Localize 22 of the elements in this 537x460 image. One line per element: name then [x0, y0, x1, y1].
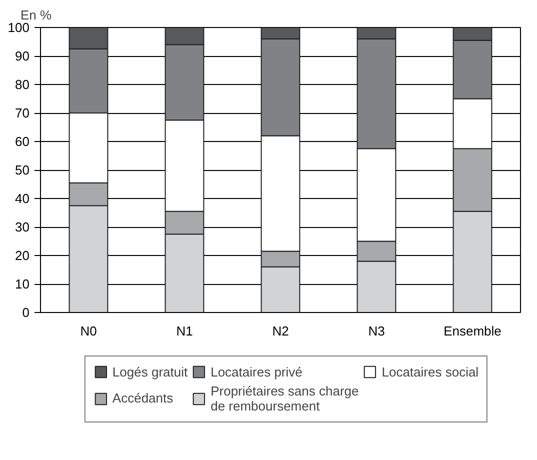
legend-label: Locataires social	[382, 364, 479, 379]
legend-label: Locataires privé	[210, 364, 302, 379]
legend-label: Accédants	[112, 390, 174, 406]
y-tick-label: 0	[22, 305, 30, 320]
y-tick-label: 60	[15, 134, 30, 149]
x-tick-label: N2	[272, 324, 289, 338]
x-tick-label: N3	[368, 324, 385, 338]
y-tick-label: 70	[15, 106, 30, 120]
y-tick-label: 80	[15, 77, 30, 92]
y-tick-label: 100	[8, 20, 30, 35]
y-tick-label: 20	[15, 248, 30, 263]
x-tick-label: N1	[176, 324, 193, 338]
y-tick-label: 30	[15, 220, 30, 234]
legend-label: Propriétaires sans charge de remboursement	[210, 383, 359, 413]
x-tick-label: N0	[80, 324, 97, 338]
y-tick-label: 50	[15, 162, 30, 178]
legend-label: Logés gratuit	[112, 364, 188, 379]
y-tick-label: 10	[15, 276, 30, 292]
y-axis-title: En %	[20, 8, 52, 22]
y-tick-label: 40	[15, 191, 30, 206]
x-tick-label: Ensemble	[444, 324, 502, 338]
y-tick-label: 90	[15, 48, 30, 64]
